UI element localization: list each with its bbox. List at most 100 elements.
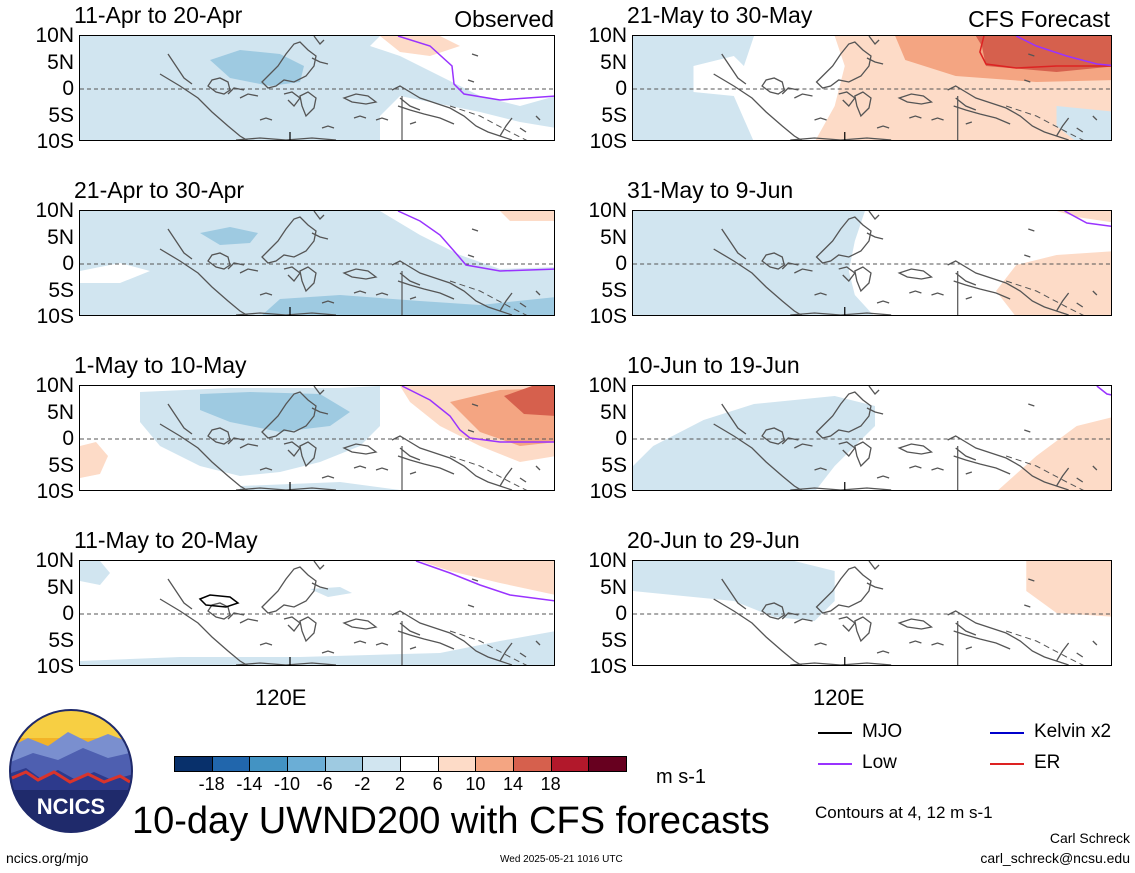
wind-anomaly-region xyxy=(380,36,460,56)
coastline xyxy=(876,300,890,304)
lat-tick-label: 10N xyxy=(588,374,627,397)
coastline xyxy=(790,662,892,665)
coastline xyxy=(399,622,421,636)
colorbar-tick-label: 18 xyxy=(540,774,561,794)
coastline xyxy=(814,117,827,121)
coastline xyxy=(721,228,747,260)
coastline xyxy=(259,467,273,471)
coastline xyxy=(299,91,317,118)
coastline xyxy=(1028,228,1035,232)
coastline xyxy=(299,441,317,468)
coastline xyxy=(261,566,317,614)
coastline xyxy=(261,41,317,89)
coastline xyxy=(207,602,231,620)
lat-tick-label: 10N xyxy=(35,24,74,47)
lat-tick-label: 10S xyxy=(589,655,627,678)
coastline xyxy=(321,650,335,654)
wind-anomaly-region xyxy=(733,36,855,140)
units-label: m s-1 xyxy=(656,766,706,788)
wind-anomaly-region xyxy=(210,50,304,86)
coastline xyxy=(868,36,880,45)
coastline xyxy=(227,612,245,620)
coastline xyxy=(955,272,977,286)
colorbar-swatch xyxy=(174,756,213,772)
coastline xyxy=(261,216,317,264)
cfs-forecast-column-label: CFS Forecast xyxy=(968,6,1110,32)
lat-tick-label: 5N xyxy=(47,50,74,74)
lat-tick-label: 0 xyxy=(615,252,627,275)
coastline xyxy=(947,260,1069,315)
lat-tick-label: 5N xyxy=(600,225,627,249)
lat-tick-label: 5S xyxy=(601,628,627,652)
coastline xyxy=(519,477,527,483)
coastline xyxy=(471,228,479,232)
coastline xyxy=(519,652,527,658)
coastline xyxy=(207,427,231,445)
coastline xyxy=(1055,467,1070,487)
coastline xyxy=(375,292,389,296)
colorbar-tick-label: -10 xyxy=(273,774,301,794)
coastline xyxy=(909,640,922,644)
coastline xyxy=(535,290,541,296)
coastline xyxy=(159,598,248,665)
coastline xyxy=(794,268,813,274)
colorbar-swatch xyxy=(475,756,514,772)
lat-tick-label: 10N xyxy=(588,24,627,47)
coastline xyxy=(965,121,973,125)
colorbar-swatch xyxy=(400,756,439,772)
coastline xyxy=(471,578,479,582)
coastline xyxy=(467,429,475,433)
lat-tick-label: 5N xyxy=(47,575,74,599)
colorbar-tick-label: -2 xyxy=(354,774,371,794)
coastline xyxy=(1076,302,1084,308)
coastline xyxy=(1076,127,1084,133)
colorbar-swatch xyxy=(437,756,477,772)
coastline xyxy=(313,211,325,220)
lat-tick-label: 10N xyxy=(35,549,74,572)
lat-tick-label: 10N xyxy=(588,199,627,222)
coastline xyxy=(321,300,335,304)
coastline xyxy=(1028,403,1035,407)
coastline xyxy=(854,266,872,293)
lat-tick-label: 5N xyxy=(600,400,627,424)
coastline xyxy=(499,467,513,487)
wind-anomaly-region xyxy=(200,392,350,432)
coastline xyxy=(876,125,890,129)
legend-line-swatch xyxy=(990,732,1024,734)
uwnd-map-panel xyxy=(79,385,555,491)
coastline xyxy=(713,73,803,140)
coastline xyxy=(519,127,527,133)
wind-anomaly-region xyxy=(310,587,352,597)
uwnd-map-panel xyxy=(632,35,1112,141)
coastline xyxy=(535,465,541,471)
coastline xyxy=(467,604,475,608)
coastline xyxy=(535,115,541,121)
contour-note: Contours at 4, 12 m s-1 xyxy=(815,803,993,822)
coastline xyxy=(713,248,803,315)
coastline xyxy=(794,93,813,99)
panel-period-title: 11-May to 20-May xyxy=(74,527,258,553)
wind-anomaly-region xyxy=(633,211,874,315)
coastline xyxy=(159,73,248,140)
coastline xyxy=(814,642,827,646)
lon-label-right: 120E xyxy=(813,685,865,710)
coastline xyxy=(239,443,259,449)
coastline xyxy=(953,455,1011,475)
lat-tick-label: 10N xyxy=(35,374,74,397)
coastline xyxy=(931,467,944,471)
wind-anomaly-region xyxy=(80,263,150,283)
coastline xyxy=(409,646,417,650)
panel-period-title: 31-May to 9-Jun xyxy=(627,177,794,203)
coastline xyxy=(535,640,541,646)
coastline xyxy=(1055,292,1070,312)
coastline xyxy=(876,650,890,654)
coastline xyxy=(814,292,827,296)
coastline xyxy=(897,443,934,455)
coastline xyxy=(235,137,337,140)
colorbar-swatch xyxy=(588,756,627,772)
colorbar-tick-label: 10 xyxy=(465,774,486,794)
logo-text: NCICS xyxy=(37,794,105,819)
coastline xyxy=(499,117,513,137)
wave-contour-line xyxy=(1096,386,1111,396)
coastline xyxy=(471,403,479,407)
